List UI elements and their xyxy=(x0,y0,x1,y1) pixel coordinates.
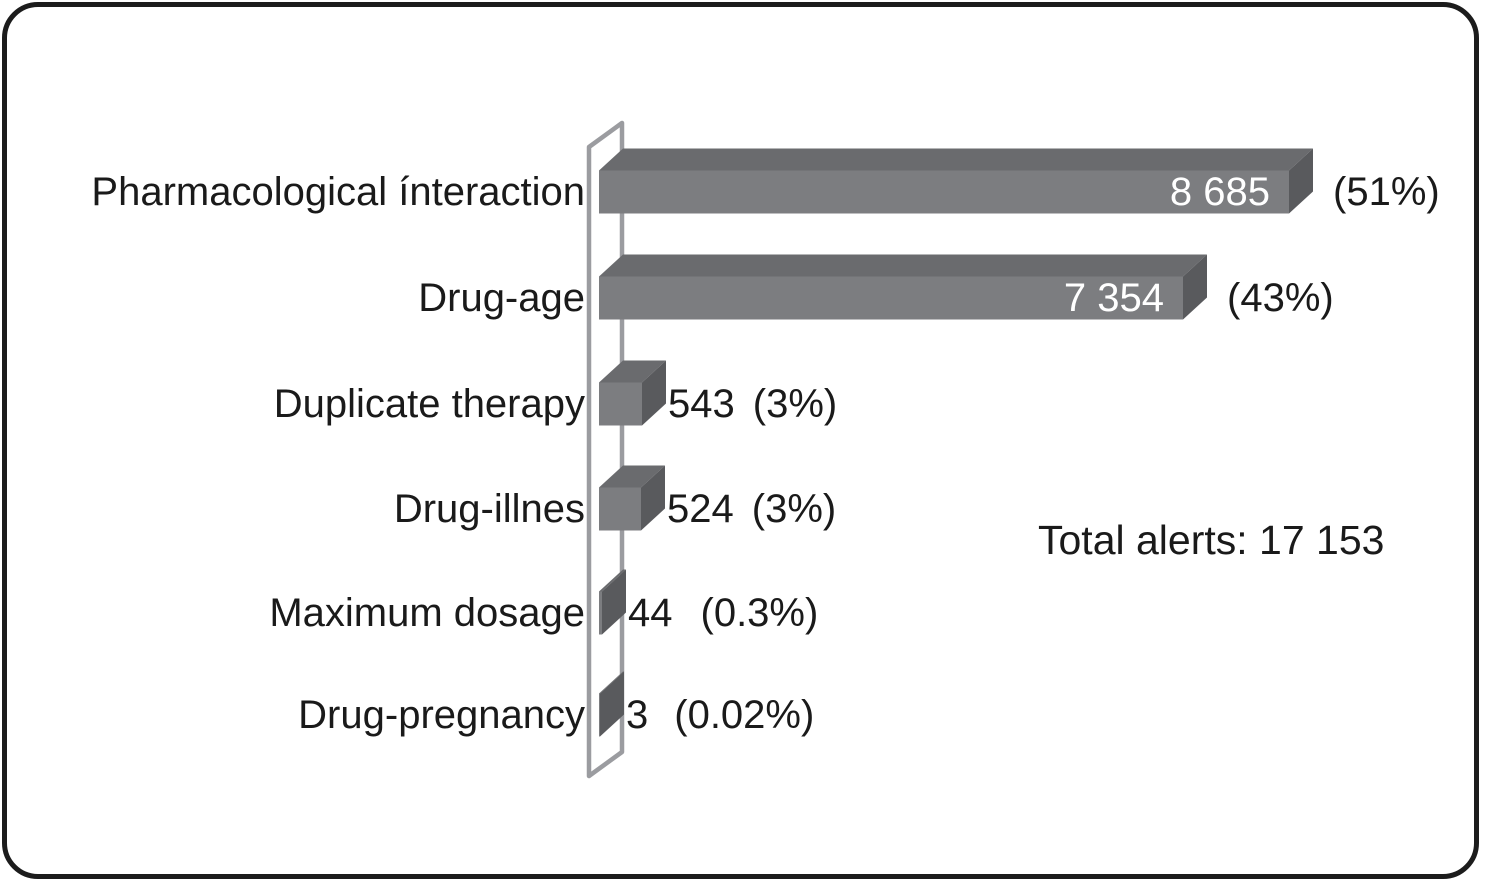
bar-value-row: 543 (3%) xyxy=(668,379,837,429)
bar-face xyxy=(602,569,626,635)
category-label: Drug-pregnancy xyxy=(298,693,585,737)
bar-face xyxy=(599,465,665,488)
bar-value-row: 3 (0.02%) xyxy=(626,690,814,740)
bar-face xyxy=(599,360,666,383)
percent-label: (3%) xyxy=(751,487,837,531)
bar-face xyxy=(1289,148,1313,214)
percent-label: (0.02%) xyxy=(674,693,815,737)
bar-value-label: 543 xyxy=(668,382,735,426)
bar-face xyxy=(599,254,1207,277)
figure-frame xyxy=(2,2,1479,879)
bar-value-label: 524 xyxy=(667,487,734,531)
category-label: Duplicate therapy xyxy=(273,382,585,426)
percent-label: (0.3%) xyxy=(700,591,819,635)
bar-value-label: 8 685 xyxy=(1169,170,1270,214)
bar-face xyxy=(599,487,641,531)
percent-label: (51%) xyxy=(1333,170,1440,214)
bar-value-label: 7 354 xyxy=(1063,276,1164,320)
bar-face xyxy=(599,170,1289,214)
percent-label: (43%) xyxy=(1227,276,1334,320)
percent-label: (3%) xyxy=(752,382,838,426)
bar-value-label: 44 xyxy=(628,591,673,635)
bar-face xyxy=(599,591,602,635)
bar-face xyxy=(600,671,624,737)
bar-face xyxy=(599,382,642,426)
bar-face xyxy=(599,569,626,592)
bar-face xyxy=(599,148,1313,171)
bar-face xyxy=(641,465,665,531)
total-alerts-annotation: Total alerts: 17 153 xyxy=(1038,517,1385,563)
bar-value-row: 44 (0.3%) xyxy=(628,588,818,638)
bar-value-label: 3 xyxy=(626,693,649,737)
category-label: Maximum dosage xyxy=(269,591,585,635)
bar-face xyxy=(599,693,600,737)
category-label: Pharmacological ínteraction xyxy=(91,170,585,214)
category-label: Drug-illnes xyxy=(393,487,585,531)
bar-face xyxy=(1183,254,1207,320)
bar-value-row: 524 (3%) xyxy=(667,484,836,534)
bar-face xyxy=(642,360,666,426)
bar-face xyxy=(599,276,1183,320)
bar-face xyxy=(599,671,624,694)
category-label: Drug-age xyxy=(418,276,585,320)
